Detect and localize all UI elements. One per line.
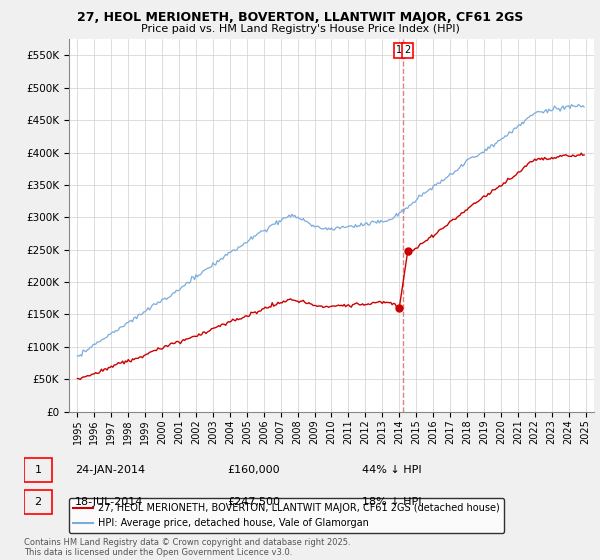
Text: 18% ↓ HPI: 18% ↓ HPI [362, 497, 422, 507]
Text: 18-JUL-2014: 18-JUL-2014 [75, 497, 143, 507]
Text: Contains HM Land Registry data © Crown copyright and database right 2025.
This d: Contains HM Land Registry data © Crown c… [24, 538, 350, 557]
Legend: 27, HEOL MERIONETH, BOVERTON, LLANTWIT MAJOR, CF61 2GS (detached house), HPI: Av: 27, HEOL MERIONETH, BOVERTON, LLANTWIT M… [68, 498, 505, 533]
Bar [24, 490, 52, 514]
Text: 44% ↓ HPI: 44% ↓ HPI [362, 465, 422, 475]
Text: 1: 1 [396, 45, 403, 55]
Text: 1: 1 [35, 465, 41, 475]
Text: 2: 2 [404, 45, 411, 55]
Text: 24-JAN-2014: 24-JAN-2014 [75, 465, 145, 475]
Text: £247,500: £247,500 [227, 497, 280, 507]
Text: £160,000: £160,000 [227, 465, 280, 475]
Bar [24, 458, 52, 483]
Text: 27, HEOL MERIONETH, BOVERTON, LLANTWIT MAJOR, CF61 2GS: 27, HEOL MERIONETH, BOVERTON, LLANTWIT M… [77, 11, 523, 24]
Text: Price paid vs. HM Land Registry's House Price Index (HPI): Price paid vs. HM Land Registry's House … [140, 24, 460, 34]
Text: 2: 2 [35, 497, 41, 507]
